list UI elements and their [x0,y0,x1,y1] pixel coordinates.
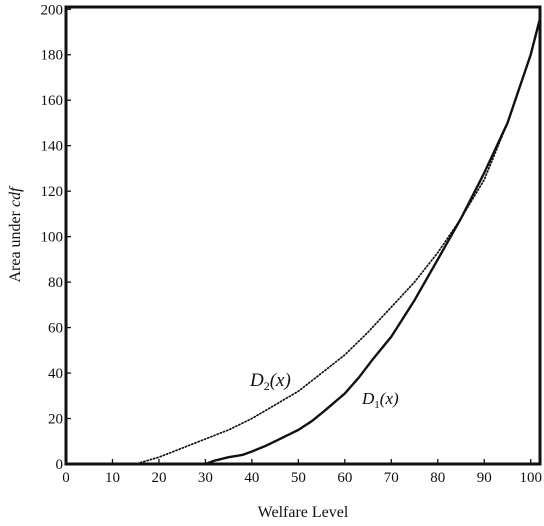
series-label-d1-sub: 1 [374,399,380,411]
y-tick-label: 140 [41,139,64,155]
series-layer [64,17,542,466]
y-axis-title-main: Area under [7,207,24,283]
y-axis-title-italic: cdf [7,185,24,207]
y-tick-label: 60 [48,321,63,337]
y-tick-label: 40 [48,366,63,382]
x-tick-label: 40 [244,470,259,486]
x-tick-label: 20 [151,470,166,486]
series-label-d1-main: D [361,389,375,408]
y-tick-label: 0 [56,457,64,473]
y-tick-label: 20 [48,412,63,428]
series-label-d2-arg: (x) [270,370,291,391]
series-label-d2-main: D [249,370,264,391]
series-line-d2 [65,17,541,465]
y-tick-label: 80 [48,275,63,291]
x-tick-label: 10 [105,470,120,486]
x-tick-label: 60 [337,470,352,486]
x-axis-title: Welfare Level [258,504,349,521]
y-tick-labels: 0 20 40 60 80 100 120 140 160 180 200 [41,2,64,473]
x-tick-label: 30 [198,470,213,486]
series-label-d1: D1(x) [361,389,399,411]
y-tick-label: 120 [41,184,64,200]
y-axis-title: Area under cdf [7,185,24,283]
y-tick-label: 160 [41,93,64,109]
x-tick-label: 90 [477,470,492,486]
y-tick-label: 200 [41,2,64,18]
y-tick-label: 180 [41,48,64,64]
x-tick-label: 100 [519,470,542,486]
x-tick-label: 70 [384,470,399,486]
x-tick-label: 0 [62,470,70,486]
y-tick-label: 100 [41,230,64,246]
x-tick-label: 80 [430,470,445,486]
series-label-d2: D2(x) [249,370,291,393]
x-tick-label: 50 [291,470,306,486]
plot-frame [64,5,542,466]
series-line-d1 [64,17,542,466]
series-label-d2-sub: 2 [264,379,270,393]
series-label-d1-arg: (x) [380,389,399,408]
x-tick-labels: 0 10 20 30 40 50 60 70 80 90 100 [62,470,542,486]
